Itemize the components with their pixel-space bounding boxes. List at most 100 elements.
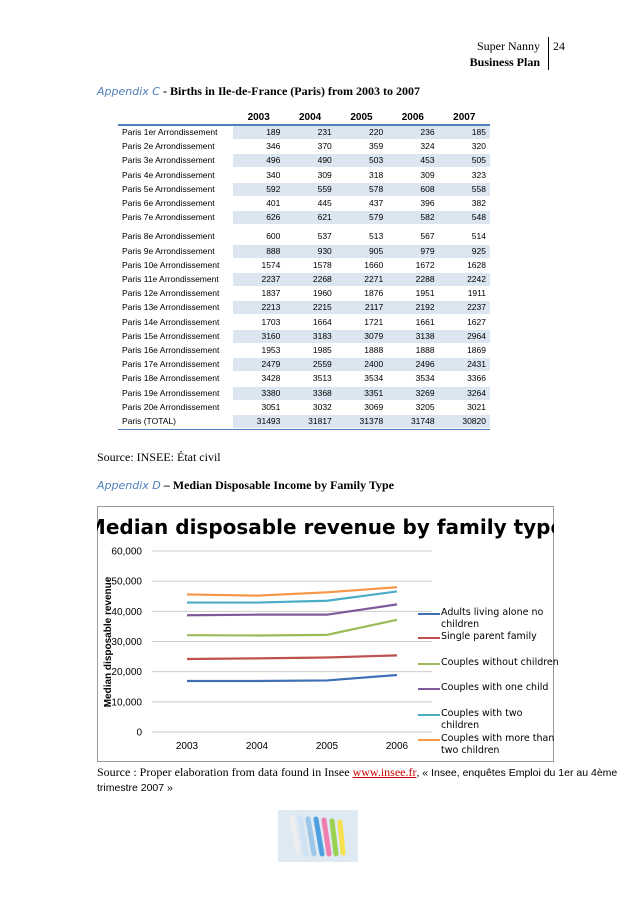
column-header: 2004 [298,112,322,123]
table-cell: 324 [420,141,435,152]
table-cell: 930 [317,245,332,256]
table-cell: 3051 [261,401,281,412]
column-header: 2006 [401,112,424,123]
row-label: Paris 2e Arrondissement [122,141,215,152]
table-cell: 2271 [364,274,384,284]
row-label: Paris 17e Arrondissement [122,359,220,370]
table-cell: 370 [317,141,332,152]
row-label: Paris 7e Arrondissement [122,212,215,223]
page-number: 24 [553,39,565,53]
table-cell: 2431 [467,359,486,370]
table-cell: 31817 [308,416,332,426]
table-cell: 2192 [415,302,435,313]
table-cell: 567 [420,231,435,242]
table-cell: 437 [369,198,384,208]
row-shade [233,358,490,372]
appendix-label: Appendix C [97,85,160,98]
header-rule [548,37,549,70]
table-cell: 1703 [261,316,281,327]
legend-label: Couples with two children [441,708,523,731]
row-shade [233,182,490,196]
table-cell: 401 [266,198,281,208]
table-cell: 1869 [467,345,486,355]
table-cell: 2400 [364,359,384,370]
table-cell: 3513 [312,373,332,384]
appendix-heading: Appendix D – Median Disposable Income by… [97,478,394,493]
row-label: Paris 9e Arrondissement [122,245,215,256]
legend-label: Couples with more than two children [441,733,555,756]
appendix-title: - Births in Ile-de-France (Paris) from 2… [162,84,421,98]
legend-swatch [418,714,440,716]
row-label: Paris 1er Arrondissement [122,127,218,137]
table-cell: 3021 [467,401,486,412]
row-shade [233,244,490,258]
table-cell: 3380 [261,387,281,398]
table-cell: 1672 [415,259,435,270]
table-cell: 537 [317,231,332,242]
table-cell: 2237 [467,302,486,313]
y-tick-label: 0 [136,728,142,739]
table-cell: 1888 [415,345,435,355]
table-cell: 888 [266,245,281,256]
table-cell: 2479 [261,359,281,370]
table-cell: 31493 [256,416,281,426]
table-rule [118,429,490,431]
table-cell: 579 [369,212,384,223]
table-cell: 320 [471,141,486,152]
table-cell: 1951 [415,288,435,299]
table-cell: 514 [471,231,486,242]
table-cell: 1574 [261,259,281,270]
y-tick-label: 50,000 [111,577,142,588]
table-cell: 1661 [415,316,435,327]
table-cell: 2237 [261,274,281,284]
table-cell: 453 [420,155,435,166]
row-label: Paris 13e Arrondissement [122,302,220,313]
legend-label: Adults living alone no children [441,607,544,630]
row-shade [233,126,490,139]
table-cell: 3534 [415,373,435,384]
table-cell: 323 [471,169,486,180]
legend-swatch [418,739,440,741]
table-cell: 626 [266,212,281,223]
appendix-label: Appendix D [97,479,161,492]
table-cell: 309 [317,169,332,180]
table-cell: 3205 [415,401,435,412]
table-cell: 496 [266,155,281,166]
source-link[interactable]: www.insee.fr [352,765,417,779]
table-cell: 359 [369,141,384,152]
table-cell: 3534 [364,373,384,384]
series-line [186,618,398,637]
row-label: Paris 12e Arrondissement [122,288,220,299]
table-cell: 979 [420,245,435,256]
series-line [186,603,398,617]
row-label: Paris 3e Arrondissement [122,155,215,166]
table-cell: 236 [420,127,435,137]
table-cell: 2288 [415,274,435,284]
table-cell: 346 [266,141,281,152]
table-cell: 548 [471,212,486,223]
table-cell: 2559 [312,359,332,370]
table-cell: 1953 [261,345,281,355]
table-cell: 318 [369,169,384,180]
row-label: Paris 15e Arrondissement [122,330,220,341]
table-cell: 503 [369,155,384,166]
row-label: Paris 5e Arrondissement [122,183,215,194]
legend-label: Couples with one child [441,682,549,693]
table-cell: 396 [420,198,435,208]
table-cell: 582 [420,212,435,223]
row-label: Paris (TOTAL) [122,416,176,426]
x-tick-label: 2005 [316,741,339,752]
crayons-image [278,810,358,862]
table-cell: 1578 [312,259,332,270]
source-rest: , « Insee, enquêtes Emploi du 1er au 4èm… [97,767,618,794]
column-header: 2007 [453,112,476,123]
table-cell: 3079 [364,330,384,341]
table-cell: 3032 [312,401,332,412]
legend-label: Single parent family [441,631,537,642]
row-shade [233,211,490,225]
table-cell: 925 [471,245,486,256]
legend-swatch [418,688,440,690]
row-shade [233,301,490,315]
header-subtitle: Business Plan [469,55,540,69]
row-label: Paris 19e Arrondissement [122,387,220,398]
